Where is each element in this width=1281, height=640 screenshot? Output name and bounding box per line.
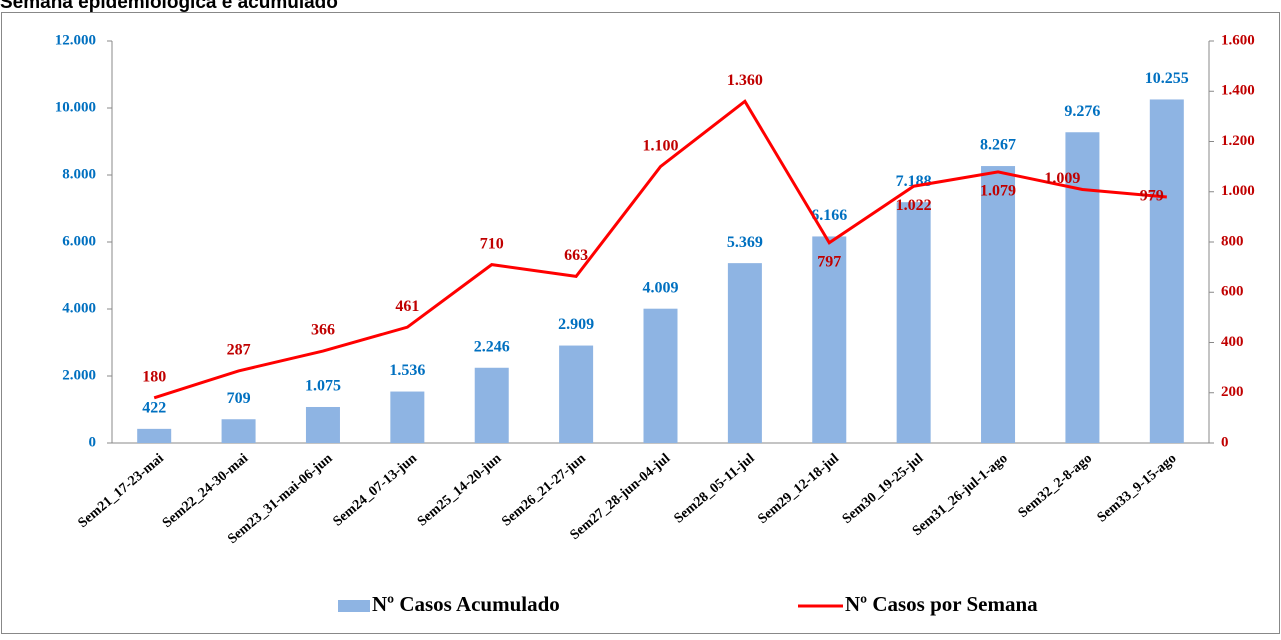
line	[153, 99, 1167, 400]
line-value-label: 1.079	[980, 183, 1016, 200]
y2-tick-label: 200	[1221, 384, 1244, 400]
bar	[643, 308, 678, 443]
bar	[896, 202, 931, 443]
bar	[474, 367, 509, 443]
bar	[221, 419, 256, 443]
y-tick-label: 2.000	[62, 367, 96, 383]
bar	[137, 428, 172, 443]
bar-value-label: 4.009	[643, 279, 679, 296]
y-tick-label: 4.000	[62, 300, 96, 316]
legend-label: Nº Casos por Semana	[845, 592, 1038, 616]
bar	[812, 236, 847, 443]
line-value-label: 180	[142, 368, 166, 385]
line-value-label: 1.360	[727, 72, 763, 89]
y-tick-label: 6.000	[62, 233, 96, 249]
line-value-label: 287	[227, 342, 251, 359]
y-tick-label: 12.000	[55, 32, 96, 48]
bar	[981, 166, 1016, 444]
line-value-label: 797	[817, 253, 841, 270]
y2-tick-label: 1.000	[1221, 183, 1255, 199]
bar-value-label: 2.246	[474, 338, 510, 355]
bar	[305, 406, 340, 443]
y2-tick-label: 1.200	[1221, 133, 1255, 149]
line-value-label: 1.100	[643, 137, 679, 154]
bar-value-label: 1.536	[389, 362, 425, 379]
bar-value-label: 10.255	[1145, 70, 1189, 87]
bar-value-label: 6.166	[811, 207, 847, 224]
bar-value-label: 5.369	[727, 234, 763, 251]
bar	[559, 345, 594, 443]
bar-value-label: 422	[142, 400, 166, 417]
chart-title: Semana epidemiológica e acumulado	[0, 0, 338, 13]
legend-swatch	[338, 600, 370, 612]
y2-tick-label: 800	[1221, 233, 1244, 249]
bar-value-label: 1.075	[305, 378, 341, 395]
bar-value-label: 2.909	[558, 316, 594, 333]
bar	[390, 391, 425, 443]
bar-value-label: 709	[227, 390, 251, 407]
bar-value-label: 9.276	[1064, 103, 1100, 120]
y-tick-label: 8.000	[62, 166, 96, 182]
line-value-label: 1.009	[1044, 170, 1080, 187]
line-value-label: 461	[395, 298, 419, 315]
line-value-label: 663	[564, 247, 588, 264]
line-value-label: 366	[311, 322, 335, 339]
bar	[727, 263, 762, 443]
bar	[1149, 99, 1184, 444]
y2-tick-label: 1.400	[1221, 83, 1255, 99]
legend-label: Nº Casos Acumulado	[372, 592, 560, 616]
y-tick-label: 0	[89, 434, 97, 450]
y2-tick-label: 1.600	[1221, 32, 1255, 48]
line-value-label: 979	[1140, 188, 1164, 205]
line-value-label: 1.022	[896, 197, 932, 214]
y2-tick-label: 0	[1221, 434, 1229, 450]
y2-tick-label: 400	[1221, 334, 1244, 350]
y2-tick-label: 600	[1221, 284, 1244, 300]
bar-value-label: 8.267	[980, 137, 1016, 154]
bar	[1065, 132, 1100, 443]
line-value-label: 710	[480, 235, 504, 252]
y-tick-label: 10.000	[55, 99, 96, 115]
